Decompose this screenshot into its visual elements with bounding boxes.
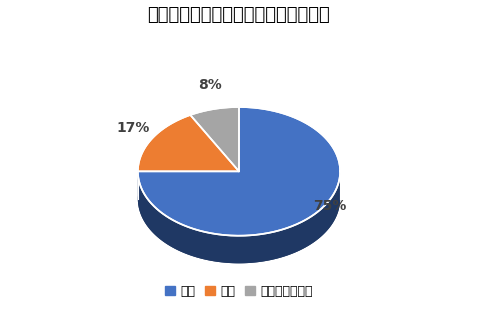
Polygon shape <box>138 115 239 171</box>
Polygon shape <box>190 107 239 171</box>
Polygon shape <box>138 135 340 263</box>
Polygon shape <box>138 171 340 263</box>
Text: 8%: 8% <box>198 78 222 92</box>
Text: 17%: 17% <box>117 121 150 135</box>
Text: 75%: 75% <box>314 199 347 213</box>
Legend: 満足, 不満, どちらでもない: 満足, 不満, どちらでもない <box>160 280 318 303</box>
Polygon shape <box>138 107 340 236</box>
Text: フォレスターの乗り心地・満足度調査: フォレスターの乗り心地・満足度調査 <box>148 6 330 24</box>
